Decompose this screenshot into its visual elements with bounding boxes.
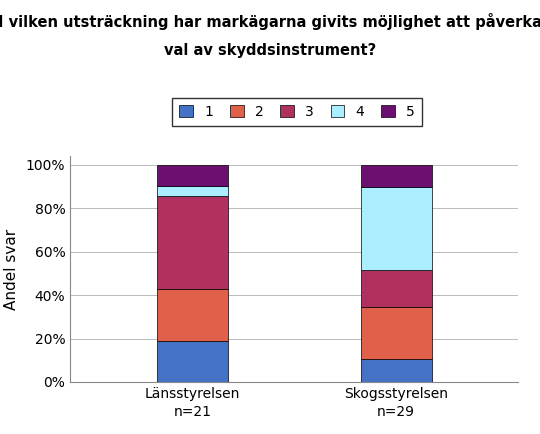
Bar xyxy=(361,165,432,187)
Bar xyxy=(361,307,432,359)
Text: val av skyddsinstrument?: val av skyddsinstrument? xyxy=(164,43,376,59)
Bar xyxy=(157,186,228,196)
Bar xyxy=(157,165,228,186)
Bar xyxy=(361,270,432,307)
Bar xyxy=(361,187,432,270)
Bar xyxy=(157,341,228,382)
Legend: 1, 2, 3, 4, 5: 1, 2, 3, 4, 5 xyxy=(172,98,422,126)
Bar xyxy=(361,359,432,382)
Bar xyxy=(157,289,228,341)
Y-axis label: Andel svar: Andel svar xyxy=(4,229,19,309)
Bar xyxy=(157,196,228,289)
Text: I vilken utsträckning har markägarna givits möjlighet att påverka: I vilken utsträckning har markägarna giv… xyxy=(0,13,540,30)
